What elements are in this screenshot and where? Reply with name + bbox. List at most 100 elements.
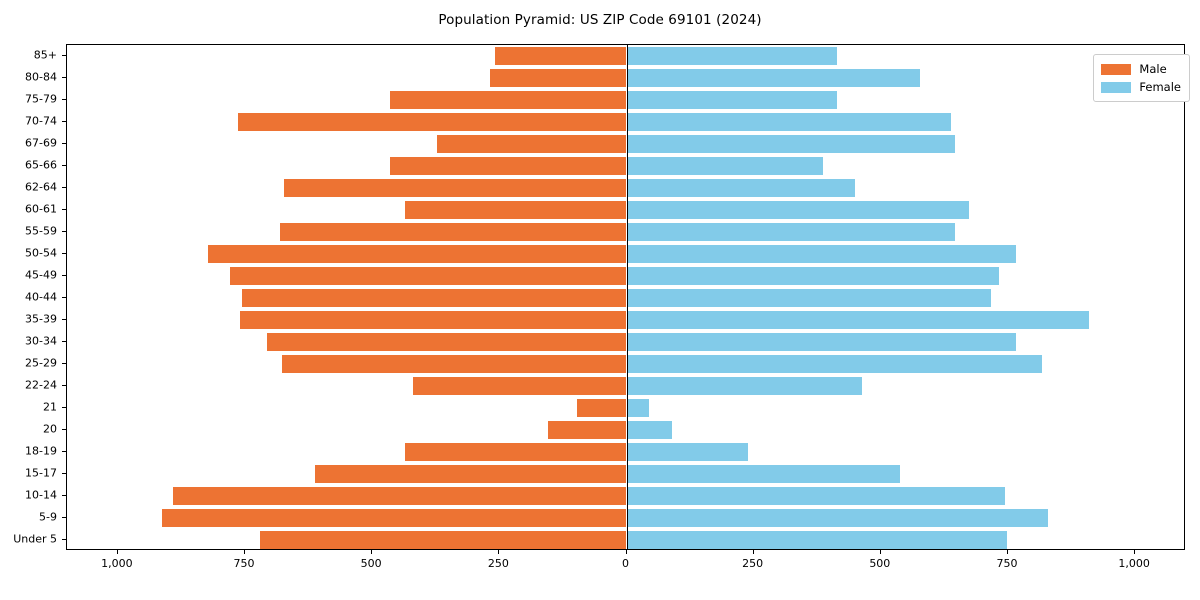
male-bar[interactable] [437,135,627,153]
plot-frame [66,44,1185,550]
y-axis-tick-label: 5-9 [39,510,57,524]
y-axis-tick-label: 62-64 [25,180,57,194]
female-bar[interactable] [626,399,650,417]
age-group-row [67,421,1184,439]
male-bar[interactable] [229,267,627,285]
age-group-row [67,91,1184,109]
y-axis-tick-label: 80-84 [25,70,57,84]
female-bar[interactable] [626,311,1089,329]
male-bar[interactable] [405,443,627,461]
chart-legend: Male Female [1093,54,1190,102]
male-bar[interactable] [207,245,627,263]
y-axis-tick-label: 25-29 [25,356,57,370]
female-bar[interactable] [626,47,837,65]
female-bar[interactable] [626,113,951,131]
female-bar[interactable] [626,443,748,461]
female-bar[interactable] [626,223,956,241]
y-axis-tick [62,297,66,298]
zero-axis-line [626,45,628,549]
male-bar[interactable] [314,465,627,483]
age-group-row [67,509,1184,527]
y-axis-tick-label: 35-39 [25,312,57,326]
male-bar[interactable] [239,311,627,329]
legend-entry[interactable]: Female [1101,78,1181,96]
age-group-row [67,69,1184,87]
y-axis-tick-label: 30-34 [25,334,57,348]
color-swatch [1101,63,1132,75]
age-group-row [67,267,1184,285]
age-group-row [67,465,1184,483]
x-axis-tick [371,550,373,554]
x-axis-tick [244,550,246,554]
female-bar[interactable] [626,377,862,395]
male-bar[interactable] [242,289,627,307]
male-bar[interactable] [490,69,627,87]
age-group-row [67,399,1184,417]
y-axis-tick [62,363,66,364]
male-bar[interactable] [237,113,627,131]
x-axis-tick [1006,550,1008,554]
male-bar[interactable] [413,377,627,395]
female-bar[interactable] [626,333,1017,351]
age-group-row [67,113,1184,131]
age-group-row [67,157,1184,175]
male-bar[interactable] [547,421,627,439]
y-axis-tick [62,341,66,342]
y-axis-tick [62,231,66,232]
male-bar[interactable] [389,157,627,175]
x-axis-tick [879,550,881,554]
female-bar[interactable] [626,69,921,87]
female-bar[interactable] [626,91,837,109]
female-bar[interactable] [626,245,1017,263]
age-group-row [67,135,1184,153]
x-axis-tick-label: 250 [742,557,764,570]
legend-label: Male [1139,62,1167,76]
male-bar[interactable] [279,223,627,241]
male-bar[interactable] [284,179,627,197]
female-bar[interactable] [626,355,1042,373]
male-bar[interactable] [405,201,627,219]
female-bar[interactable] [626,267,1000,285]
male-bar[interactable] [494,47,627,65]
x-axis-tick-label: 500 [869,557,891,570]
male-bar[interactable] [259,531,627,549]
y-axis-tick-label: 65-66 [25,158,57,172]
male-bar[interactable] [577,399,627,417]
female-bar[interactable] [626,289,991,307]
y-axis-tick-label: 18-19 [25,444,57,458]
female-bar[interactable] [626,179,855,197]
male-bar[interactable] [172,487,627,505]
female-bar[interactable] [626,135,956,153]
male-bar[interactable] [389,91,627,109]
female-bar[interactable] [626,531,1007,549]
age-group-row [67,311,1184,329]
male-bar[interactable] [161,509,627,527]
female-bar[interactable] [626,421,672,439]
y-axis-tick [62,539,66,540]
legend-entry[interactable]: Male [1101,60,1181,78]
female-bar[interactable] [626,157,823,175]
x-axis-tick [498,550,500,554]
female-bar[interactable] [626,487,1006,505]
female-bar[interactable] [626,201,969,219]
y-axis-tick-label: 70-74 [25,114,57,128]
x-axis-tick [116,550,118,554]
age-group-row [67,377,1184,395]
age-group-row [67,179,1184,197]
y-axis-tick [62,429,66,430]
chart-title: Population Pyramid: US ZIP Code 69101 (2… [438,12,762,28]
y-axis-tick [62,407,66,408]
y-axis-tick-label: 45-49 [25,268,57,282]
y-axis-tick [62,165,66,166]
y-axis-tick-label: 15-17 [25,466,57,480]
x-axis-tick [625,550,627,554]
male-bar[interactable] [266,333,627,351]
male-bar[interactable] [281,355,627,373]
age-group-row [67,443,1184,461]
female-bar[interactable] [626,509,1049,527]
age-group-row [67,531,1184,549]
plot-area [67,45,1184,549]
female-bar[interactable] [626,465,901,483]
y-axis-tick-label: 20 [43,422,57,436]
